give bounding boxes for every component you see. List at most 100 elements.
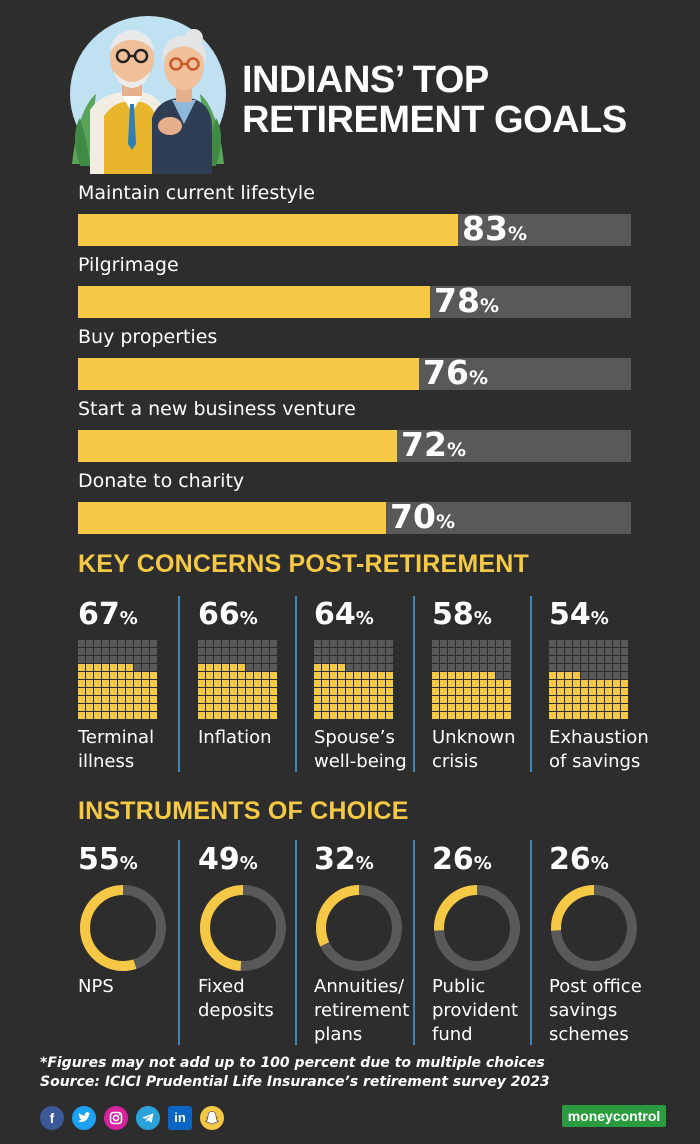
waffle-cell [78,672,85,679]
waffle-cell [456,664,463,671]
waffle-cell [230,704,237,711]
instrument-label-line: Annuities/ [314,976,405,997]
waffle-cell [214,704,221,711]
concern-value: 67% [78,598,138,636]
linkedin-icon[interactable]: in [168,1106,192,1130]
waffle-cell [222,664,229,671]
waffle-cell [142,688,149,695]
waffle-cell [597,712,604,719]
waffle-cell [222,688,229,695]
waffle-cell [488,688,495,695]
waffle-cell [78,688,85,695]
waffle-cell [198,664,205,671]
waffle-cell [126,672,133,679]
waffle-cell [338,680,345,687]
instagram-icon[interactable] [104,1106,128,1130]
waffle-cell [270,648,277,655]
concern-value-number: 67 [78,597,120,632]
waffle-cell [254,696,261,703]
twitter-icon[interactable] [72,1106,96,1130]
elderly-couple-illustration [70,16,226,174]
waffle-cell [488,680,495,687]
instrument-label-line: deposits [198,1000,274,1021]
waffle-cell [472,664,479,671]
instrument-item: 26% Post office savings schemes [549,843,661,1047]
waffle-cell [270,680,277,687]
waffle-cell [346,696,353,703]
waffle-cell [142,656,149,663]
waffle-cell [314,648,321,655]
waffle-cell [110,712,117,719]
waffle-cell [597,704,604,711]
waffle-cell [94,712,101,719]
concern-value-number: 64 [314,597,356,632]
waffle-cell [254,688,261,695]
goal-value: 78% [434,282,499,325]
waffle-cell [346,688,353,695]
waffle-cell [621,664,628,671]
waffle-cell [246,696,253,703]
waffle-cell [589,688,596,695]
waffle-cell [206,664,213,671]
waffle-cell [440,712,447,719]
concern-separator [530,596,532,772]
waffle-cell [322,640,329,647]
facebook-icon[interactable]: f [40,1106,64,1130]
waffle-cell [573,680,580,687]
waffle-cell [440,648,447,655]
waffle-cell [370,688,377,695]
waffle-cell [354,672,361,679]
waffle-cell [378,672,385,679]
waffle-cell [370,640,377,647]
instrument-item: 49% Fixed deposits [198,843,310,1047]
waffle-cell [613,648,620,655]
waffle-cell [504,712,511,719]
concern-label: Spouse’s well-being [314,726,407,774]
donut-chart [200,885,286,971]
waffle-cell [573,688,580,695]
waffle-cell [354,688,361,695]
waffle-cell [565,712,572,719]
waffle-cell [432,712,439,719]
instrument-value-number: 26 [432,842,474,877]
waffle-cell [110,672,117,679]
waffle-cell [94,656,101,663]
donut-chart [80,885,166,971]
waffle-cell [557,656,564,663]
waffle-cell [362,680,369,687]
waffle-cell [621,688,628,695]
waffle-cell [330,640,337,647]
waffle-cell [488,704,495,711]
waffle-cell [573,664,580,671]
snapchat-icon[interactable] [200,1106,224,1130]
waffle-cell [456,672,463,679]
waffle-cell [330,664,337,671]
waffle-cell [134,672,141,679]
waffle-cell [86,648,93,655]
goal-value-unit: % [507,223,527,245]
waffle-cell [472,680,479,687]
instrument-label: NPS [78,975,114,999]
waffle-cell [472,696,479,703]
waffle-cell [254,656,261,663]
waffle-cell [464,648,471,655]
waffle-cell [597,696,604,703]
waffle-cell [581,680,588,687]
concern-label-line: Unknown [432,727,516,748]
waffle-cell [456,696,463,703]
goal-label: Start a new business venture [78,398,356,420]
waffle-cell [464,704,471,711]
waffle-cell [581,712,588,719]
waffle-cell [198,656,205,663]
waffle-cell [605,648,612,655]
waffle-cell [581,704,588,711]
instrument-label-line: provident [432,1000,519,1021]
waffle-cell [230,672,237,679]
waffle-cell [338,688,345,695]
concern-label-line: illness [78,751,135,772]
waffle-cell [448,712,455,719]
waffle-cell [504,696,511,703]
telegram-icon[interactable] [136,1106,160,1130]
waffle-cell [370,672,377,679]
